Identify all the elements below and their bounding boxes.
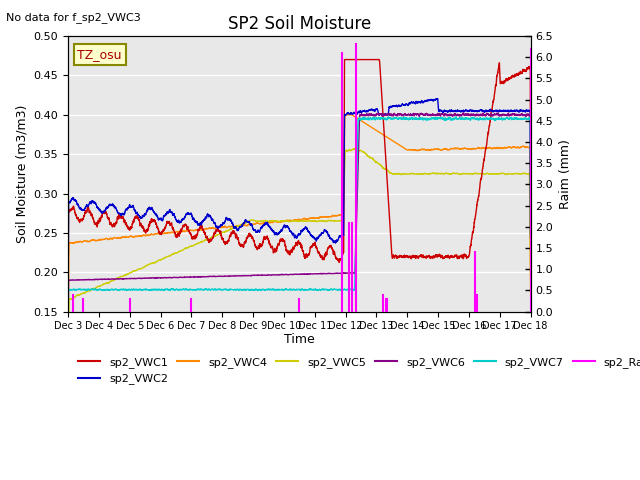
- Title: SP2 Soil Moisture: SP2 Soil Moisture: [228, 15, 371, 33]
- X-axis label: Time: Time: [284, 333, 315, 346]
- Y-axis label: Soil Moisture (m3/m3): Soil Moisture (m3/m3): [15, 105, 28, 243]
- Y-axis label: Raim (mm): Raim (mm): [559, 139, 572, 209]
- Legend: sp2_VWC1, sp2_VWC2, sp2_VWC4, sp2_VWC5, sp2_VWC6, sp2_VWC7, sp2_Rain: sp2_VWC1, sp2_VWC2, sp2_VWC4, sp2_VWC5, …: [74, 353, 640, 389]
- Text: TZ_osu: TZ_osu: [77, 48, 122, 61]
- Text: No data for f_sp2_VWC3: No data for f_sp2_VWC3: [6, 12, 141, 23]
